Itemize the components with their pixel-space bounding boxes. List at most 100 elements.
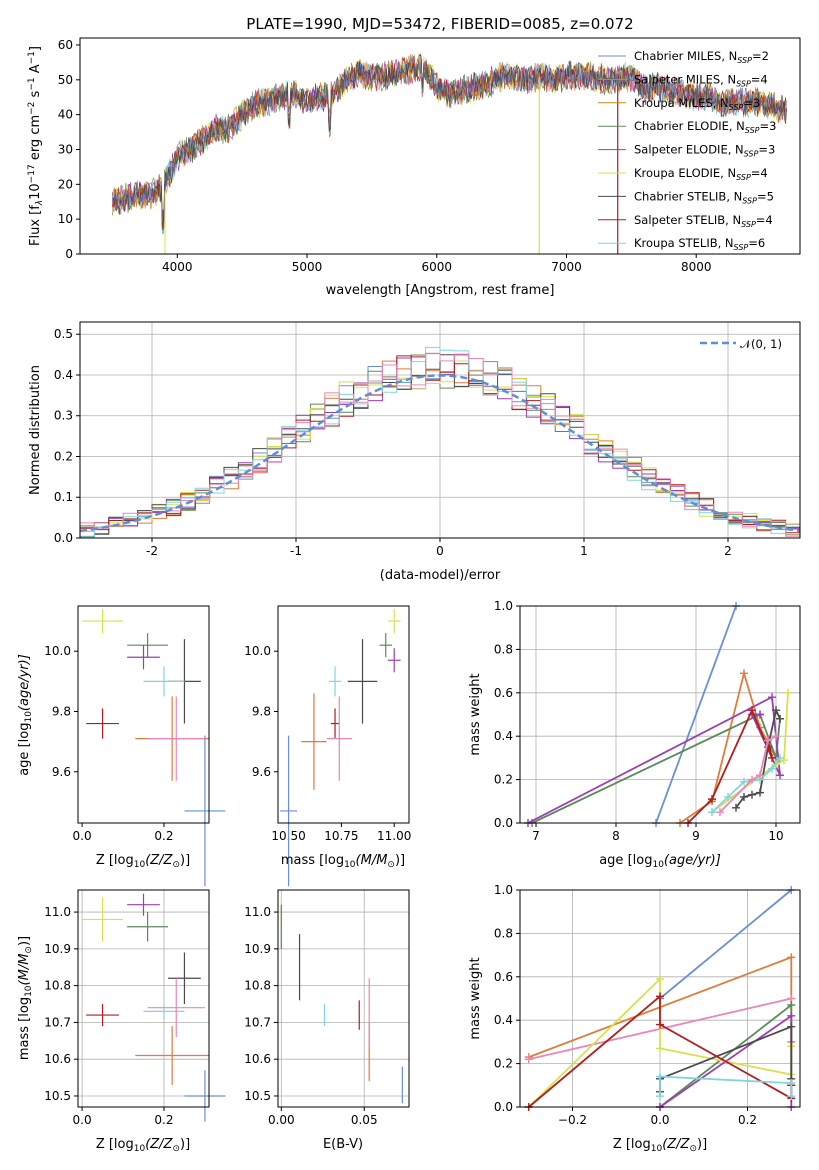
axes-frame: [277, 605, 410, 824]
x-tick-label: 0: [436, 544, 444, 558]
legend-suffix: =4: [756, 213, 773, 227]
x-tick-label: 7: [532, 829, 540, 843]
mass-weight-marker: [732, 803, 740, 812]
y-tick-label: 10.9: [244, 942, 271, 956]
y-tick-label: 0.4: [494, 729, 513, 743]
histogram-step-kroupa-elodie: [80, 360, 800, 536]
x-tick-label: 10.75: [324, 829, 358, 843]
x-tick-label: 10: [768, 829, 783, 843]
legend-suffix: =4: [751, 72, 768, 86]
ylabel-part: age [log: [17, 723, 32, 776]
y-tick-label: 10.9: [44, 942, 71, 956]
y-axis-label: age [log10(age/yr)]: [17, 654, 34, 776]
x-tick-label: 11.00: [377, 829, 411, 843]
legend-sub: SSP: [736, 173, 751, 182]
xlabel-part: E(B-V): [323, 1137, 363, 1152]
y-tick-label: 10.6: [244, 1052, 271, 1066]
y-tick-label: 10: [58, 212, 73, 226]
xlabel-part: )]: [697, 1137, 707, 1152]
axes-frame: [79, 321, 801, 539]
y-tick-label: 40: [58, 108, 73, 122]
mass-weight-marker: [756, 788, 764, 797]
mass-weight-marker: [716, 808, 724, 817]
y-tick-label: 10.5: [44, 1089, 71, 1103]
x-tick-label: -1: [290, 544, 302, 558]
axes-frame: [79, 37, 801, 255]
mass-weight-marker: [776, 714, 784, 723]
histogram-step-pink: [80, 352, 800, 537]
xlabel-sub: 10: [344, 860, 356, 870]
y-tick-label: 0.2: [54, 449, 73, 463]
ylabel-part: (age/yr)]: [17, 654, 32, 711]
massweight-vs-metallicity-panel: −0.2 0.0 0.2 0.0 0.2 0.4 0.6 0.8 1.0 Z [log10(Z/Z…: [468, 883, 801, 1154]
xlabel-sub: 10: [134, 860, 146, 870]
ylabel-sup: −17: [27, 164, 37, 183]
xlabel-sub: 10: [651, 1144, 663, 1154]
y-tick-label: 30: [58, 142, 73, 156]
mass-weight-marker: [768, 693, 776, 702]
y-tick-label: 9.8: [252, 704, 271, 718]
y-tick-label: 0.8: [494, 642, 513, 656]
mass-weight-marker: [708, 795, 716, 804]
x-axis-label: Z [log10(Z/Z⊙)]: [96, 853, 190, 870]
xlabel-sun: ⊙: [172, 860, 180, 870]
xlabel-sun: ⊙: [387, 860, 395, 870]
mass-weight-marker: [787, 1022, 796, 1031]
ylabel-part: erg cm: [28, 115, 43, 164]
mass-weight-marker: [656, 1020, 664, 1029]
mass-weight-marker: [776, 753, 784, 762]
x-axis-label: Z [log10(Z/Z⊙)]: [613, 1137, 707, 1154]
mass-weight-marker: [656, 1072, 664, 1081]
ylabel-part: 10: [28, 183, 43, 200]
x-axis-label: mass [log10(M/M⊙)]: [281, 853, 405, 870]
y-tick-label: 1.0: [494, 599, 513, 613]
legend-name: Chabrier MILES, N: [634, 49, 737, 63]
y-tick-label: 11.0: [44, 905, 71, 919]
legend-sub: SSP: [736, 79, 751, 88]
x-axis-label: age [log10(age/yr)]: [599, 853, 721, 870]
grid-lines: [78, 890, 209, 1107]
mass-weight-marker: [787, 953, 796, 962]
x-tick-label: 8: [612, 829, 620, 843]
y-tick-label: 0: [65, 247, 73, 261]
xlabel-part: (Z/Z: [662, 1137, 690, 1152]
axes-frame: [519, 605, 801, 824]
ylabel-part: )]: [17, 936, 32, 946]
legend-suffix: =6: [748, 236, 765, 250]
xlabel-sub: 10: [134, 1144, 146, 1154]
mass-weight-marker: [776, 771, 784, 780]
y-tick-label: 1.0: [494, 883, 513, 897]
xlabel-part: Z [log: [613, 1137, 651, 1152]
xlabel-part: Z [log: [96, 853, 134, 868]
y-axis-label: mass weight: [468, 673, 483, 755]
y-tick-label: 11.0: [244, 905, 271, 919]
ylabel-part: (M/M: [17, 954, 32, 986]
x-axis-label: (data-model)/error: [380, 568, 501, 583]
xlabel-part: (Z/Z: [145, 853, 173, 868]
y-tick-label: 10.7: [244, 1015, 271, 1029]
x-tick-label: 0.00: [268, 1113, 295, 1127]
mass-weight-marker: [748, 706, 756, 715]
x-axis-label: wavelength [Angstrom, rest frame]: [326, 283, 555, 298]
axes-frame: [77, 889, 210, 1108]
y-axis-label: Normed distribution: [28, 365, 43, 495]
xlabel-part: Z [log: [96, 1137, 134, 1152]
x-tick-label: -2: [146, 544, 158, 558]
x-tick-label: 0.2: [738, 1113, 757, 1127]
xlabel-part: )]: [180, 853, 190, 868]
mass-vs-metallicity-panel: 0.0 0.210.510.610.710.810.911.0Z [log10(Z…: [17, 889, 226, 1154]
xlabel-part: (Z/Z: [145, 1137, 173, 1152]
mass-weight-line-kroupa-stelib: [659, 1075, 793, 1097]
legend-gaussian-label: 𝒩(0, 1): [740, 337, 782, 351]
y-tick-label: 0.0: [494, 1100, 513, 1114]
mass-weight-marker: [772, 732, 780, 741]
histogram-step-kroupa-stelib: [80, 346, 800, 537]
legend-entry: Chabrier STELIB, NSSP=5: [634, 189, 774, 205]
legend-suffix: =3: [760, 119, 777, 133]
legend-suffix: =3: [758, 143, 775, 157]
ylabel-part: s: [28, 90, 43, 101]
y-tick-label: 9.8: [52, 704, 71, 718]
